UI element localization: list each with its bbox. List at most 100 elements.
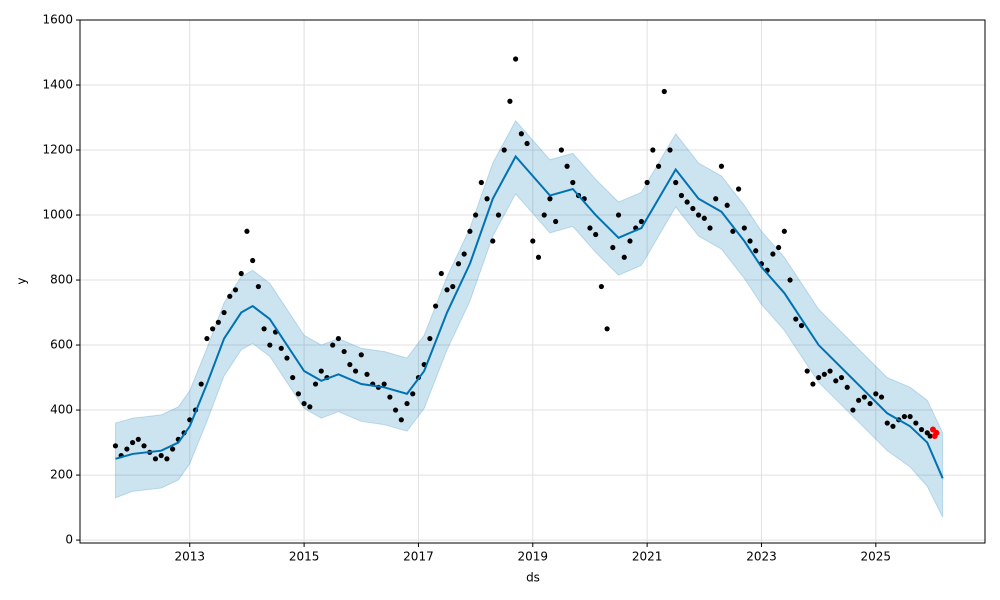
observed-point <box>701 215 707 221</box>
plot-area: 0 200 400 600 800 1000 1200 1400 1600 2013 2015 201… <box>42 13 986 564</box>
observed-point <box>158 452 164 459</box>
observed-point <box>901 413 907 420</box>
observed-point <box>467 228 473 234</box>
y-tick-label: 1200 <box>42 143 73 157</box>
uncertainty-band <box>114 119 944 518</box>
x-axis-title: ds <box>526 571 540 585</box>
observed-point <box>427 335 433 342</box>
observed-point <box>547 196 553 202</box>
observed-point <box>724 202 730 208</box>
observed-point <box>695 212 702 218</box>
observed-point <box>227 293 233 299</box>
observed-point <box>638 218 645 225</box>
forecast-line <box>115 154 944 479</box>
y-tick-label: 1000 <box>42 208 73 222</box>
observed-point <box>455 261 462 267</box>
observed-point <box>678 192 685 199</box>
observed-point <box>838 374 845 381</box>
observed-point <box>461 251 467 257</box>
y-tick-label: 1400 <box>42 78 73 92</box>
observed-point <box>307 404 313 410</box>
observed-point <box>684 199 690 205</box>
x-tick-label: 2019 <box>518 550 549 564</box>
observed-point <box>913 420 919 426</box>
observed-point <box>312 381 319 387</box>
observed-point <box>358 352 364 358</box>
observed-point <box>495 212 502 218</box>
observed-point <box>473 212 479 218</box>
observed-point <box>535 254 542 260</box>
observed-point <box>478 179 484 186</box>
observed-point <box>530 238 536 244</box>
observed-point <box>221 309 227 316</box>
observed-point <box>810 381 816 387</box>
observed-point <box>347 361 353 368</box>
observed-point <box>135 436 141 442</box>
x-tick-label: 2017 <box>403 550 434 564</box>
observed-point <box>450 283 456 290</box>
observed-point <box>827 368 833 374</box>
observed-point <box>718 163 725 169</box>
observed-point <box>604 326 610 332</box>
observed-point <box>844 384 850 390</box>
plot-frame <box>79 19 986 544</box>
observed-point <box>776 244 782 251</box>
observed-point <box>690 205 696 212</box>
recent-point <box>933 429 940 436</box>
observed-point <box>593 231 599 238</box>
observed-point <box>238 270 244 277</box>
observed-point <box>667 147 673 153</box>
observed-point <box>261 326 267 332</box>
observed-point <box>232 287 239 293</box>
observed-point <box>621 254 627 260</box>
observed-point <box>398 417 404 423</box>
observed-point <box>873 391 879 397</box>
observed-point <box>627 238 633 244</box>
observed-point <box>112 443 119 449</box>
observed-point <box>518 131 524 137</box>
observed-point <box>250 257 256 264</box>
observed-point <box>850 407 856 413</box>
observed-point <box>735 186 742 192</box>
observed-point <box>798 322 805 329</box>
observed-point <box>198 381 204 387</box>
observed-point <box>330 342 336 348</box>
observed-point <box>615 212 622 218</box>
observed-point <box>558 147 564 153</box>
observed-point <box>793 316 799 322</box>
observed-point <box>141 443 147 449</box>
observed-point <box>598 283 604 290</box>
observed-point <box>861 394 867 400</box>
observed-point <box>856 397 862 403</box>
y-tick-label: 600 <box>50 338 73 352</box>
observed-point <box>387 394 393 400</box>
observed-point <box>170 446 176 452</box>
x-tick-label: 2021 <box>632 550 663 564</box>
observed-point <box>661 88 667 95</box>
observed-point <box>164 456 170 462</box>
observed-point <box>610 244 616 251</box>
observed-point <box>770 251 776 257</box>
observed-point <box>484 196 490 202</box>
observed-point <box>204 335 210 342</box>
observed-point <box>432 303 439 309</box>
observed-point <box>570 179 576 186</box>
observed-point <box>644 179 650 186</box>
observed-point <box>290 374 296 381</box>
observed-point <box>244 228 250 234</box>
observed-point <box>781 228 787 234</box>
observed-point <box>707 225 713 231</box>
y-tick-label: 200 <box>50 468 73 482</box>
observed-point <box>341 348 347 355</box>
y-tick-label: 800 <box>50 273 73 287</box>
observed-point <box>927 433 933 439</box>
observed-point <box>124 446 130 452</box>
observed-point <box>524 140 530 147</box>
observed-point <box>352 368 359 374</box>
observed-point <box>267 342 273 348</box>
observed-point <box>152 456 159 462</box>
observed-point <box>278 345 284 351</box>
observed-point <box>335 335 342 342</box>
